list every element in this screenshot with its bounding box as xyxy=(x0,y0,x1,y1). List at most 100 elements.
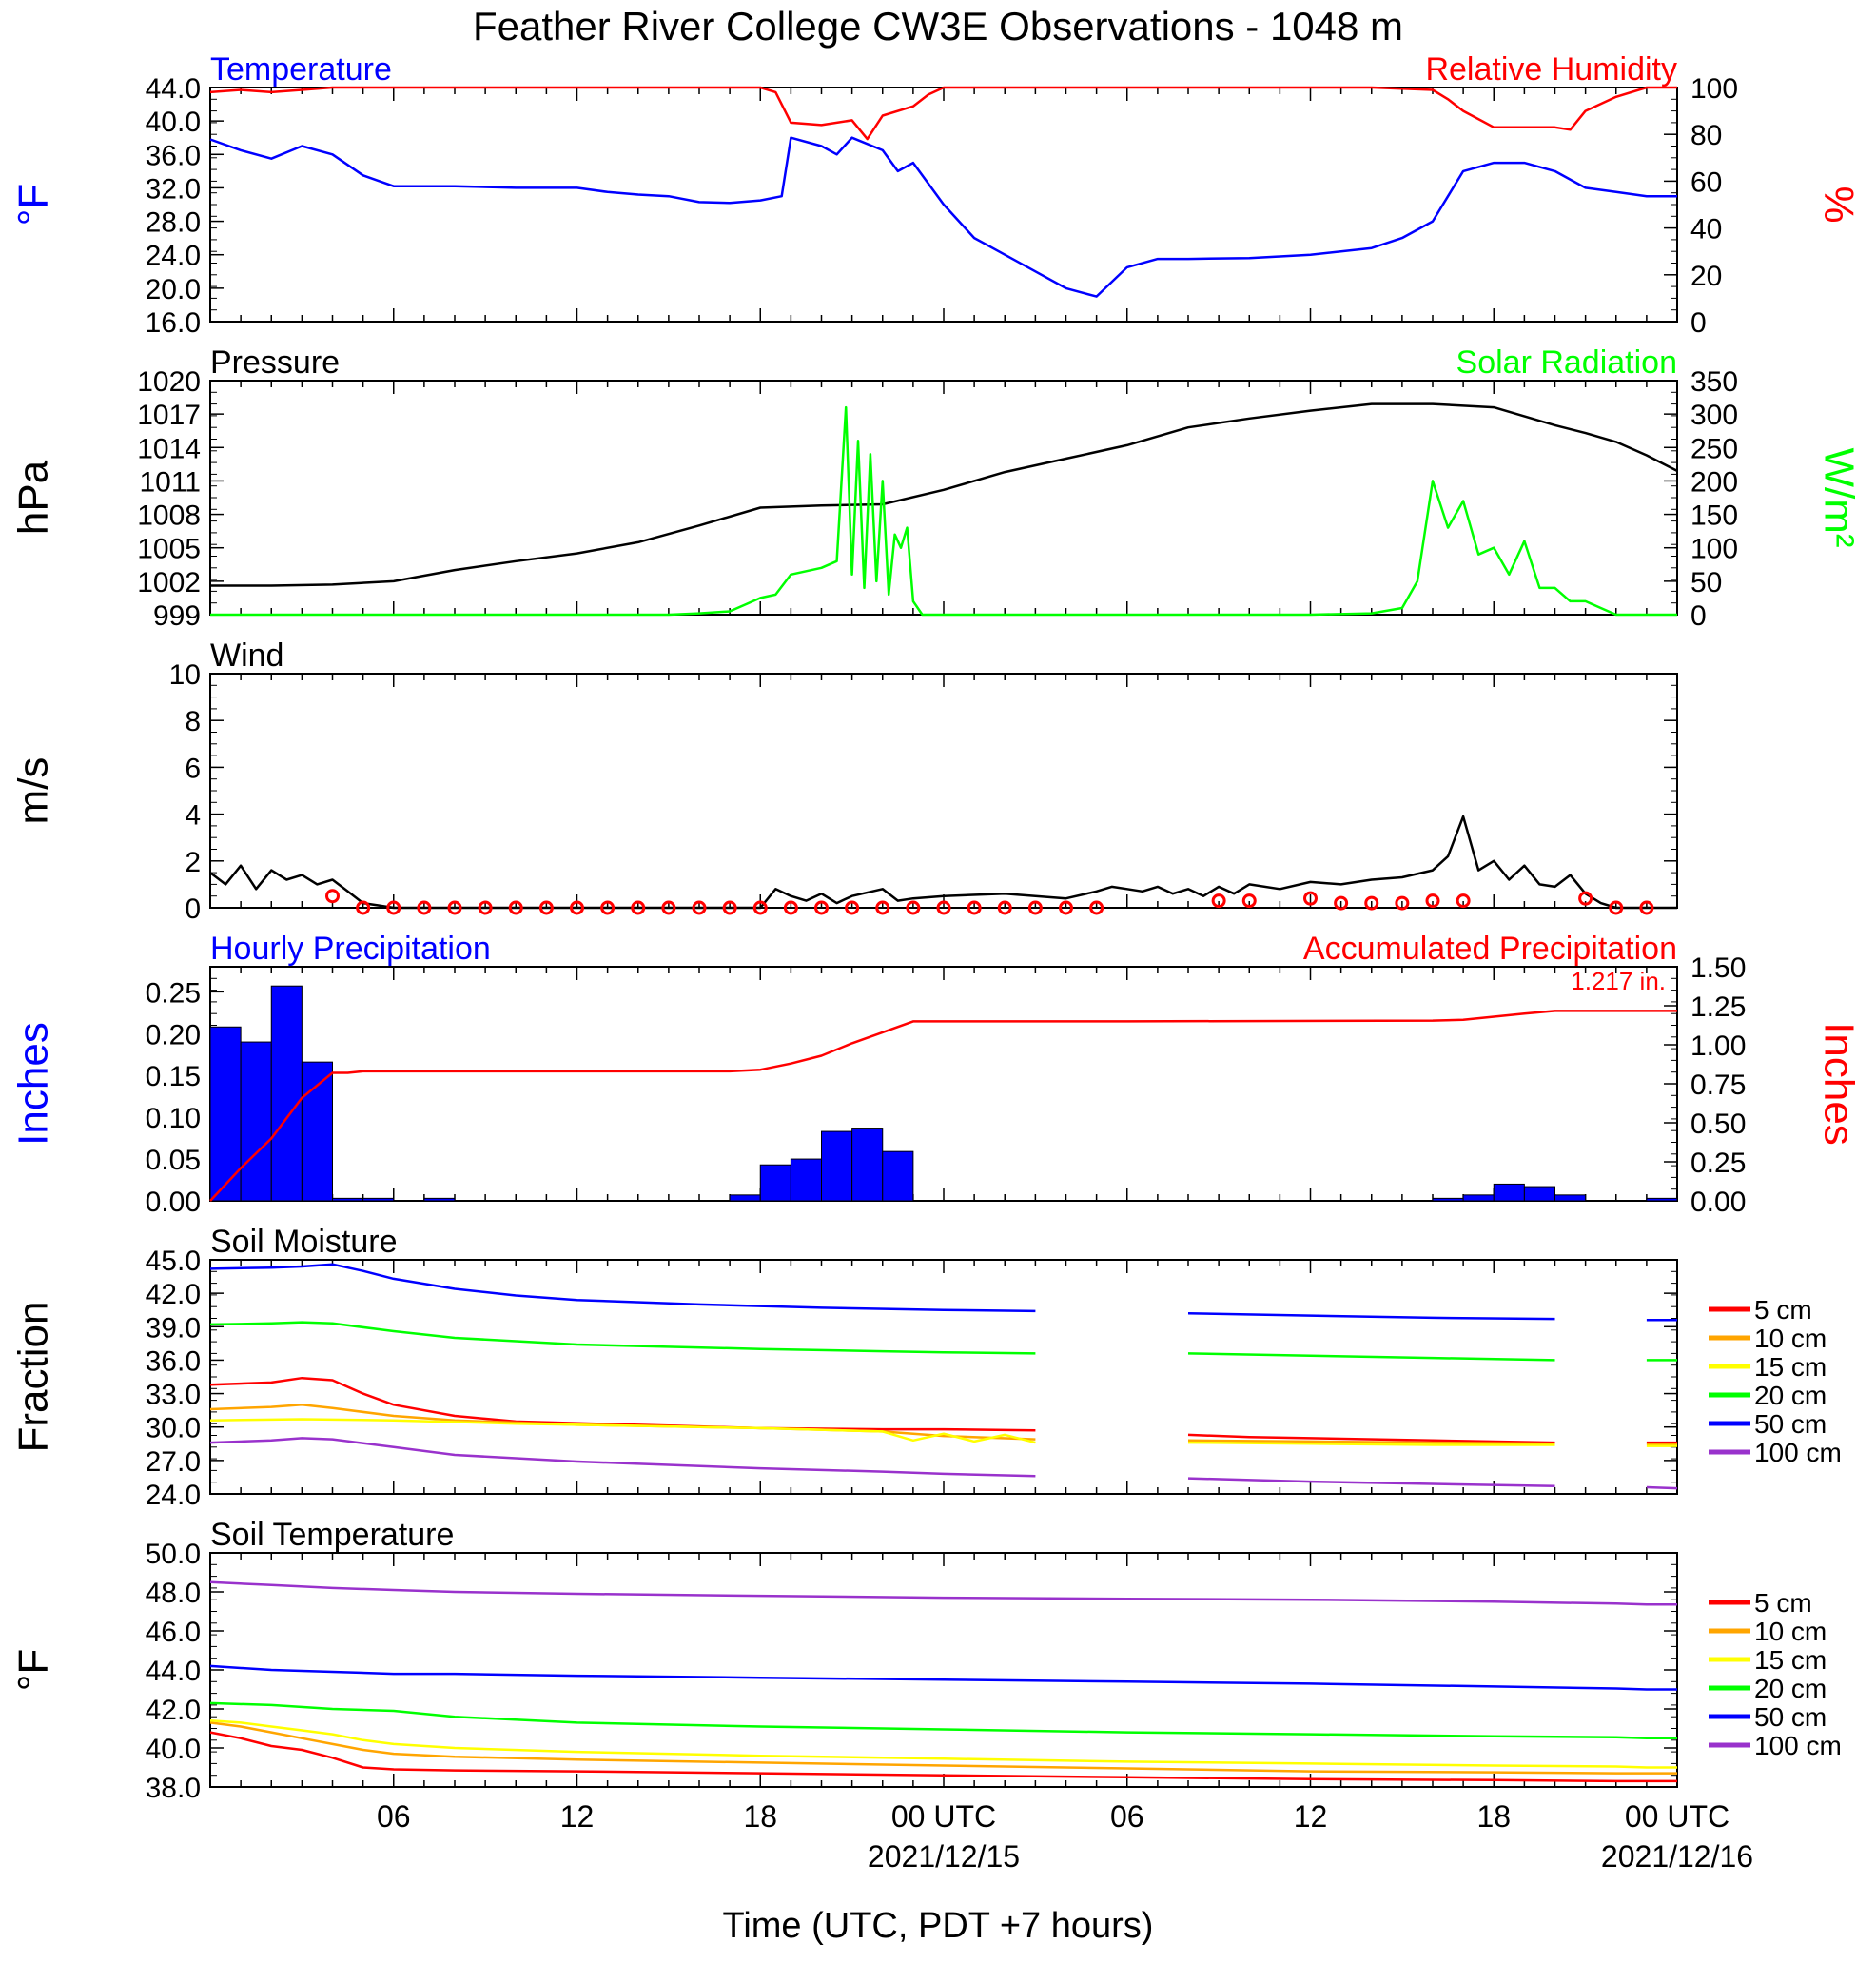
y-axis-label-right: Inches xyxy=(1815,1022,1862,1146)
y-tick-label-left: 0.20 xyxy=(146,1019,201,1050)
calm-wind-marker xyxy=(722,900,737,915)
precip-bar xyxy=(240,1041,272,1202)
y-tick-label-right: 0 xyxy=(1690,307,1707,339)
y-axis-label-left: Inches xyxy=(10,1022,57,1146)
y-tick-label-left: 4 xyxy=(185,800,201,832)
y-tick-label-left: 44.0 xyxy=(146,1656,201,1687)
calm-wind-marker xyxy=(783,900,798,915)
calm-wind-marker xyxy=(845,900,860,915)
x-date-label: 2021/12/16 xyxy=(1601,1839,1753,1874)
y-tick-label-right: 100 xyxy=(1690,73,1738,105)
y-tick-label-left: 36.0 xyxy=(146,1345,201,1377)
legend-label: 100 cm xyxy=(1754,1438,1842,1467)
panel-title-left: Soil Temperature xyxy=(210,1517,454,1553)
y-tick-label-left: 1002 xyxy=(137,567,201,599)
precip-bar xyxy=(362,1197,395,1202)
y-axis-label-left: Fraction xyxy=(10,1302,57,1453)
calm-wind-marker xyxy=(1639,900,1654,915)
calm-wind-marker xyxy=(631,900,646,915)
y-tick-label-left: 1011 xyxy=(139,466,201,498)
calm-wind-marker xyxy=(906,900,921,915)
y-tick-label-left: 28.0 xyxy=(146,207,201,239)
calm-wind-marker xyxy=(570,900,584,915)
y-tick-label-left: 40.0 xyxy=(146,107,201,138)
y-tick-label-left: 6 xyxy=(185,753,201,784)
panel-title-left: Soil Moisture xyxy=(210,1224,398,1260)
x-axis-label: Time (UTC, PDT +7 hours) xyxy=(723,1906,1154,1946)
precip-bar xyxy=(423,1197,456,1202)
y-tick-label-left: 40.0 xyxy=(146,1734,201,1765)
y-tick-label-left: 44.0 xyxy=(146,73,201,105)
series-line-50-cm xyxy=(209,1664,1677,1691)
panel-title-right: Accumulated Precipitation xyxy=(1303,931,1677,967)
panel-frame-2 xyxy=(209,673,1678,909)
y-tick-label-left: 46.0 xyxy=(146,1617,201,1648)
y-tick-label-left: 1020 xyxy=(137,366,201,398)
y-tick-label-left: 0.25 xyxy=(146,977,201,1009)
y-tick-label-right: 0.25 xyxy=(1690,1148,1746,1179)
series-line-solar-radiation xyxy=(210,405,1677,617)
y-tick-label-right: 40 xyxy=(1690,214,1722,245)
calm-wind-marker xyxy=(1395,895,1410,911)
y-tick-label-left: 0.10 xyxy=(146,1103,201,1134)
series-line-100-cm xyxy=(209,1437,1678,1490)
panel-title-left: Temperature xyxy=(210,51,392,88)
panel-title-right: Relative Humidity xyxy=(1425,51,1677,88)
panel-frame-3 xyxy=(209,966,1678,1202)
calm-wind-marker xyxy=(478,900,493,915)
x-date-label: 2021/12/15 xyxy=(868,1839,1020,1874)
x-tick-label: 00 UTC xyxy=(891,1799,996,1834)
series-line-temperature xyxy=(209,136,1677,298)
y-tick-label-left: 42.0 xyxy=(146,1695,201,1726)
total-precip-annotation: 1.217 in. xyxy=(1571,967,1666,995)
y-tick-label-left: 0.00 xyxy=(146,1187,201,1218)
legend-label: 15 cm xyxy=(1754,1352,1827,1382)
calm-wind-marker xyxy=(1456,893,1471,909)
y-tick-label-left: 16.0 xyxy=(146,307,201,339)
panel-title-left: Hourly Precipitation xyxy=(210,931,491,967)
precip-bar xyxy=(1462,1194,1495,1202)
panel-frame-4 xyxy=(209,1259,1678,1495)
series-line-10-cm xyxy=(209,1404,1677,1445)
calm-wind-marker xyxy=(1303,891,1318,906)
y-tick-label-left: 0 xyxy=(185,893,201,925)
panel-frame-1 xyxy=(209,380,1678,616)
chart-title: Feather River College CW3E Observations … xyxy=(473,4,1403,49)
x-tick-label: 12 xyxy=(560,1799,595,1834)
y-tick-label-right: 1.25 xyxy=(1690,991,1746,1023)
y-tick-label-right: 20 xyxy=(1690,261,1722,292)
y-tick-label-right: 200 xyxy=(1690,466,1738,498)
legend-label: 20 cm xyxy=(1754,1674,1827,1703)
legend-label: 50 cm xyxy=(1754,1702,1827,1732)
y-tick-label-left: 39.0 xyxy=(146,1312,201,1344)
y-tick-label-left: 33.0 xyxy=(146,1380,201,1411)
panel-frame-5 xyxy=(209,1552,1678,1788)
series-line-20-cm xyxy=(209,1701,1677,1740)
precip-bar xyxy=(790,1158,822,1202)
precip-bar xyxy=(1493,1183,1525,1202)
x-tick-label: 18 xyxy=(743,1799,777,1834)
legend-label: 5 cm xyxy=(1754,1295,1812,1325)
calm-wind-marker xyxy=(538,900,554,915)
calm-wind-marker xyxy=(417,900,432,915)
x-tick-label: 18 xyxy=(1476,1799,1511,1834)
series-line-relative-humidity xyxy=(209,86,1677,141)
y-tick-label-left: 2 xyxy=(185,847,201,878)
series-line-100-cm xyxy=(209,1580,1677,1606)
calm-wind-marker xyxy=(600,900,616,915)
y-tick-label-left: 30.0 xyxy=(146,1413,201,1444)
precip-bar xyxy=(729,1194,761,1202)
series-line-pressure xyxy=(210,402,1678,587)
calm-wind-marker xyxy=(1334,895,1349,911)
calm-wind-marker xyxy=(661,900,676,915)
y-tick-label-right: 60 xyxy=(1690,167,1722,198)
y-tick-label-right: 300 xyxy=(1690,400,1738,431)
y-tick-label-left: 24.0 xyxy=(146,241,201,272)
legend-label: 10 cm xyxy=(1754,1324,1827,1353)
y-tick-label-left: 24.0 xyxy=(146,1480,201,1511)
legend-label: 50 cm xyxy=(1754,1409,1827,1439)
y-tick-label-left: 48.0 xyxy=(146,1578,201,1609)
calm-wind-marker xyxy=(356,900,371,915)
